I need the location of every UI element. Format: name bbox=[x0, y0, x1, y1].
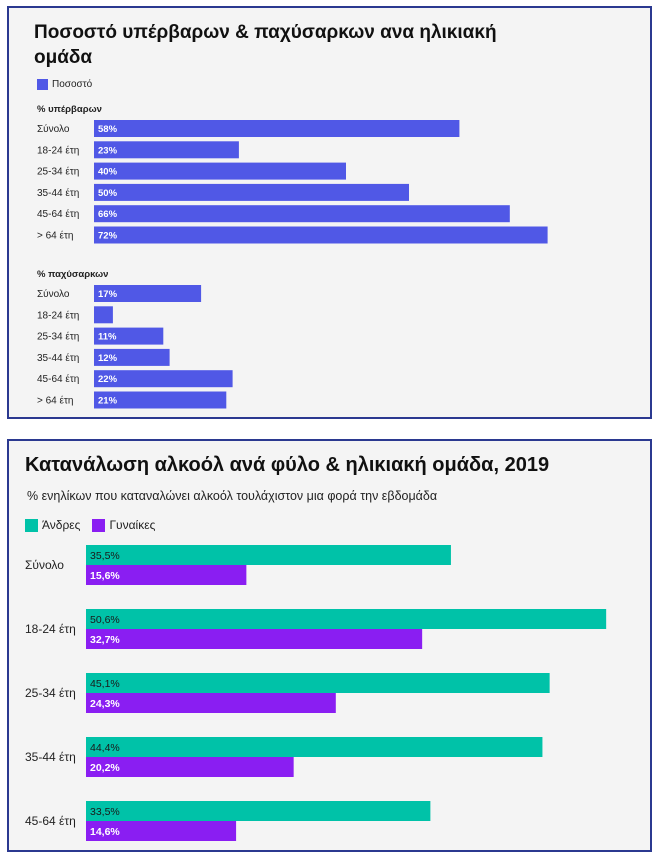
category-label: 35-44 έτη bbox=[37, 352, 79, 364]
bar-men bbox=[86, 673, 550, 693]
category-label: 45-64 έτη bbox=[37, 373, 79, 385]
bar bbox=[94, 370, 233, 388]
overweight-chart-panel: Ποσοστό υπέρβαρων & παχύσαρκων ανα ηλικι… bbox=[7, 6, 652, 419]
legend-label-percent: Ποσοστό bbox=[52, 79, 93, 90]
bar bbox=[94, 348, 170, 366]
bar bbox=[94, 391, 227, 409]
bar-men bbox=[86, 737, 543, 757]
category-label: Σύνολο bbox=[37, 288, 70, 300]
bar-men bbox=[86, 801, 431, 821]
group-label: % παχύσαρκων bbox=[37, 269, 108, 280]
bar-women bbox=[86, 629, 423, 649]
bar-men bbox=[86, 609, 607, 629]
legend-swatch-percent bbox=[37, 79, 48, 90]
bar-women bbox=[86, 821, 237, 841]
bar bbox=[94, 285, 202, 302]
chart-title: Κατανάλωση αλκοόλ ανά φύλο & ηλικιακή ομ… bbox=[25, 454, 550, 476]
legend-swatch-women bbox=[92, 518, 106, 532]
bar bbox=[94, 306, 113, 324]
bar-men bbox=[86, 545, 451, 565]
category-label: 18-24 έτη bbox=[37, 144, 79, 156]
bar-women bbox=[86, 757, 294, 777]
chart-legend: Ποσοστό bbox=[37, 79, 92, 90]
bar-value-label: 12% bbox=[98, 353, 118, 364]
bar-value-label: 50% bbox=[98, 188, 118, 199]
bar-value-label: 11% bbox=[98, 332, 117, 343]
bar-value-label: 21% bbox=[98, 396, 118, 407]
bar-value-label: 23% bbox=[98, 145, 118, 156]
category-label: 25-34 έτη bbox=[37, 331, 79, 343]
bar-value-label: 44,4% bbox=[90, 742, 120, 754]
legend-swatch-men bbox=[25, 518, 38, 532]
category-label: 35-44 έτη bbox=[37, 187, 79, 199]
bar-value-label: 58% bbox=[98, 124, 118, 135]
bar-value-label: 22% bbox=[98, 374, 118, 385]
category-label: Σύνολο bbox=[25, 558, 64, 572]
bar-value-label: 45,1% bbox=[90, 678, 120, 690]
bar-women bbox=[86, 565, 247, 585]
bar bbox=[94, 141, 239, 159]
bar-value-label: 24,3% bbox=[90, 698, 120, 710]
bar-women bbox=[86, 693, 336, 713]
category-label: 45-64 έτη bbox=[37, 208, 79, 220]
bar-value-label: 14,6% bbox=[90, 826, 120, 838]
bar bbox=[94, 162, 346, 180]
category-label: 18-24 έτη bbox=[37, 309, 79, 321]
category-label: 25-34 έτη bbox=[25, 686, 76, 700]
legend-item-women: Γυναίκες bbox=[92, 518, 155, 532]
alcohol-chart-panel: Κατανάλωση αλκοόλ ανά φύλο & ηλικιακή ομ… bbox=[7, 439, 652, 852]
bar-value-label: 15,6% bbox=[90, 570, 120, 582]
bar bbox=[94, 327, 164, 345]
legend-item-men: Άνδρες bbox=[25, 518, 80, 532]
chart-title: Ποσοστό υπέρβαρων & παχύσαρκων ανα ηλικι… bbox=[34, 22, 497, 68]
group-label: % υπέρβαρων bbox=[37, 104, 102, 115]
category-label: > 64 έτη bbox=[37, 230, 74, 242]
legend-label-men: Άνδρες bbox=[42, 518, 81, 532]
chart-legend: Άνδρες Γυναίκες bbox=[25, 518, 167, 532]
bar-value-label: 50,6% bbox=[90, 614, 120, 626]
bar-value-label: 33,5% bbox=[90, 806, 120, 818]
bar-value-label: 32,7% bbox=[90, 634, 120, 646]
bar bbox=[94, 226, 548, 244]
bar bbox=[94, 120, 460, 137]
alcohol-bar-chart: Σύνολο 35,5% 15,6% 18-24 έτη 50,6% 32,7% 25-34… bbox=[25, 545, 607, 841]
bar-value-label: 72% bbox=[98, 231, 118, 242]
category-label: 35-44 έτη bbox=[25, 750, 76, 764]
bar-value-label: 20,2% bbox=[90, 762, 120, 774]
chart-subtitle: % ενηλίκων που καταναλώνει αλκοόλ τουλάχ… bbox=[27, 489, 438, 503]
bar-value-label: 35,5% bbox=[90, 550, 120, 562]
category-label: Σύνολο bbox=[37, 123, 70, 135]
bar bbox=[94, 183, 409, 201]
bar-value-label: 17% bbox=[98, 289, 118, 300]
category-label: 25-34 έτη bbox=[37, 166, 79, 178]
legend-label-women: Γυναίκες bbox=[109, 518, 156, 532]
category-label: > 64 έτη bbox=[37, 395, 74, 407]
bar-value-label: 40% bbox=[98, 167, 118, 178]
bar-value-label: 66% bbox=[98, 209, 118, 220]
category-label: 45-64 έτη bbox=[25, 814, 76, 828]
overweight-bar-chart: % υπέρβαρων Σύνολο 58% 18-24 έτη 23% 25-34 έτ… bbox=[37, 104, 548, 409]
bar bbox=[94, 205, 510, 223]
category-label: 18-24 έτη bbox=[25, 622, 76, 636]
